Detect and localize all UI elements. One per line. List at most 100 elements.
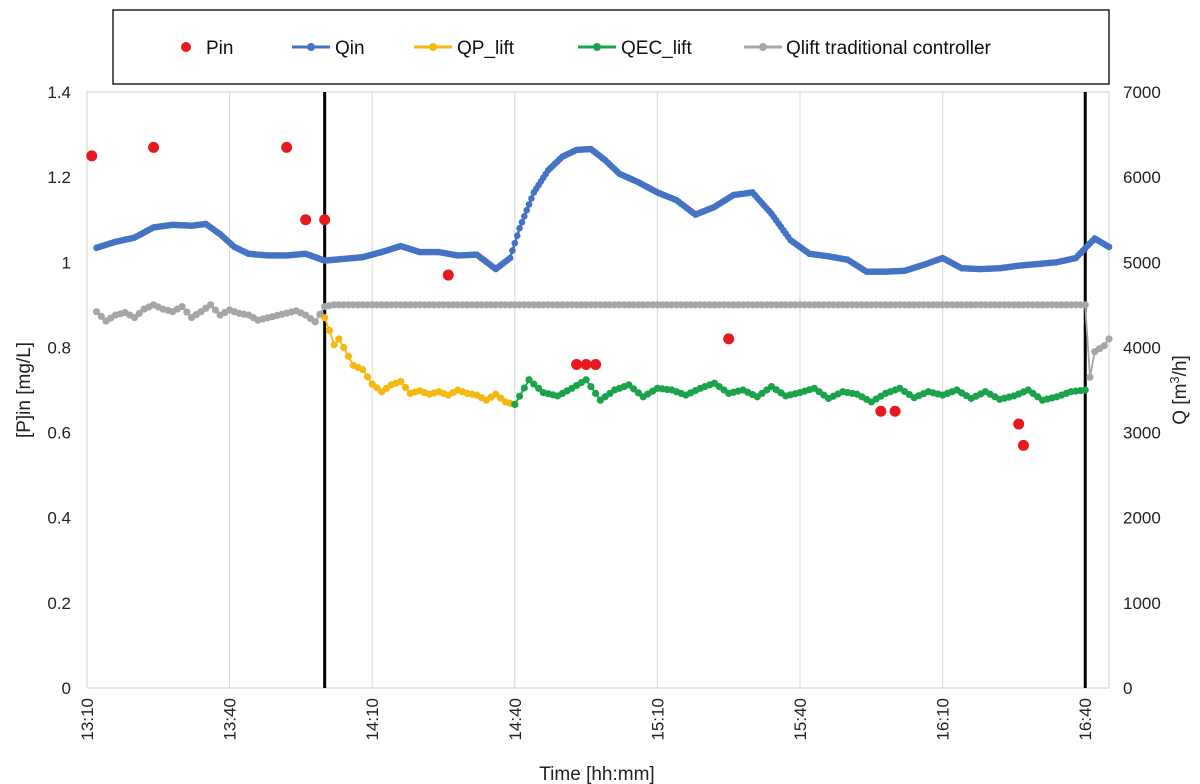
x-tick-label: 16:10 bbox=[934, 698, 953, 741]
y-left-tick-label: 0.8 bbox=[47, 338, 71, 357]
y-axis-left-title: [P]in [mg/L] bbox=[14, 342, 35, 438]
point-qlift-traditional-controller bbox=[211, 306, 219, 314]
series-layer bbox=[86, 141, 1113, 451]
y-right-tick-label: 5000 bbox=[1123, 253, 1161, 272]
point-pin bbox=[148, 141, 160, 153]
point-qlift-traditional-controller bbox=[92, 308, 101, 316]
x-tick-label: 15:10 bbox=[648, 698, 667, 741]
x-axis-title: Time [hh:mm] bbox=[539, 764, 654, 784]
point-qin bbox=[506, 254, 514, 262]
point-qin bbox=[1105, 243, 1113, 251]
point-qin bbox=[525, 201, 533, 208]
point-qlift-traditional-controller bbox=[1081, 301, 1089, 309]
point-qec-lift bbox=[625, 381, 633, 389]
point-qp-lift bbox=[397, 377, 405, 386]
legend: Pin Qin QP_lift QEC_lift Qlift tradition… bbox=[112, 9, 1110, 85]
point-qp-lift bbox=[325, 326, 334, 334]
legend-marker-pin bbox=[181, 42, 191, 52]
axis-ticks: 13:10 13:40 14:10 14:40 15:10 15:40 16:10 16:40… bbox=[47, 83, 1160, 741]
point-pin bbox=[889, 405, 901, 417]
point-pin bbox=[442, 269, 454, 281]
point-qlift-traditional-controller bbox=[1100, 342, 1108, 350]
point-qin bbox=[518, 218, 526, 226]
point-qlift-traditional-controller bbox=[316, 310, 324, 318]
legend-marker-qp-lift bbox=[429, 43, 437, 51]
legend-label-qp-lift: QP_lift bbox=[457, 38, 515, 59]
point-qec-lift bbox=[1081, 386, 1089, 394]
point-qlift-traditional-controller bbox=[178, 302, 186, 311]
point-qec-lift bbox=[534, 384, 543, 392]
legend-label-pin: Pin bbox=[206, 38, 233, 59]
point-pin bbox=[571, 358, 583, 370]
y-right-tick-label: 6000 bbox=[1123, 168, 1161, 187]
point-qlift-traditional-controller bbox=[1086, 373, 1094, 381]
y-left-tick-label: 0.4 bbox=[47, 509, 71, 528]
point-qp-lift bbox=[401, 383, 410, 392]
point-qec-lift bbox=[525, 376, 533, 384]
series-qlift-traditional-controller bbox=[92, 301, 1113, 381]
x-tick-label: 14:40 bbox=[506, 698, 525, 741]
series-qin bbox=[93, 145, 1113, 275]
point-pin bbox=[590, 358, 602, 370]
point-qin bbox=[523, 207, 530, 214]
legend-entry-qin: Qin bbox=[292, 38, 365, 59]
point-qin bbox=[516, 224, 523, 232]
point-qec-lift bbox=[587, 382, 595, 391]
point-pin bbox=[281, 141, 293, 153]
x-tick-label: 13:10 bbox=[78, 698, 97, 741]
y-axis-right-title-base: Q [m bbox=[1170, 384, 1191, 425]
point-qlift-traditional-controller bbox=[135, 309, 143, 317]
grid-lines bbox=[86, 92, 1086, 688]
point-qec-lift bbox=[592, 389, 600, 398]
legend-label-qec-lift: QEC_lift bbox=[621, 38, 692, 59]
point-qin bbox=[513, 232, 521, 239]
y-axis-right-title: Q [m3/h] bbox=[1167, 355, 1192, 425]
point-qlift-traditional-controller bbox=[97, 312, 105, 320]
point-qp-lift bbox=[344, 352, 353, 360]
x-tick-label: 15:40 bbox=[791, 698, 810, 741]
point-qec-lift bbox=[511, 400, 519, 409]
legend-entry-qec-lift: QEC_lift bbox=[578, 38, 692, 59]
point-qp-lift bbox=[330, 341, 338, 349]
y-right-tick-label: 0 bbox=[1123, 679, 1132, 698]
series-qp-lift bbox=[321, 314, 519, 409]
y-left-tick-label: 0.6 bbox=[47, 424, 71, 443]
point-pin bbox=[875, 405, 887, 417]
point-pin bbox=[1017, 439, 1029, 451]
y-right-tick-label: 4000 bbox=[1123, 338, 1161, 357]
point-pin bbox=[723, 333, 735, 345]
point-qp-lift bbox=[359, 365, 367, 374]
y-right-tick-label: 2000 bbox=[1123, 509, 1161, 528]
y-axis-right-title-tail: /h] bbox=[1170, 355, 1191, 376]
y-right-tick-label: 7000 bbox=[1123, 83, 1161, 102]
point-qec-lift bbox=[515, 392, 524, 400]
point-qp-lift bbox=[340, 343, 348, 352]
y-left-tick-label: 0 bbox=[62, 679, 71, 698]
series-qec-lift bbox=[511, 376, 1089, 409]
point-qec-lift bbox=[520, 384, 528, 392]
y-left-tick-label: 1.4 bbox=[47, 83, 71, 102]
legend-entry-pin: Pin bbox=[181, 38, 233, 59]
point-qin bbox=[511, 239, 519, 247]
y-right-tick-label: 3000 bbox=[1123, 424, 1161, 443]
point-qp-lift bbox=[363, 373, 372, 381]
point-qin bbox=[521, 213, 528, 220]
legend-marker-qlift-traditional bbox=[759, 43, 767, 51]
legend-entry-qlift-traditional: Qlift traditional controller bbox=[744, 38, 992, 59]
legend-label-qin: Qin bbox=[335, 38, 365, 59]
point-qlift-traditional-controller bbox=[206, 301, 215, 309]
point-pin bbox=[580, 358, 592, 370]
point-qec-lift bbox=[630, 385, 638, 393]
point-qec-lift bbox=[582, 376, 590, 384]
point-pin bbox=[1013, 418, 1025, 430]
y-left-tick-label: 0.2 bbox=[47, 594, 71, 613]
y-left-tick-label: 1 bbox=[62, 253, 71, 272]
point-pin bbox=[319, 214, 331, 226]
point-qin bbox=[528, 195, 535, 202]
point-qlift-traditional-controller bbox=[311, 318, 319, 326]
point-pin bbox=[300, 214, 312, 226]
x-tick-label: 13:40 bbox=[221, 698, 240, 741]
legend-entry-qp-lift: QP_lift bbox=[414, 38, 515, 59]
series-pin bbox=[86, 141, 1029, 451]
